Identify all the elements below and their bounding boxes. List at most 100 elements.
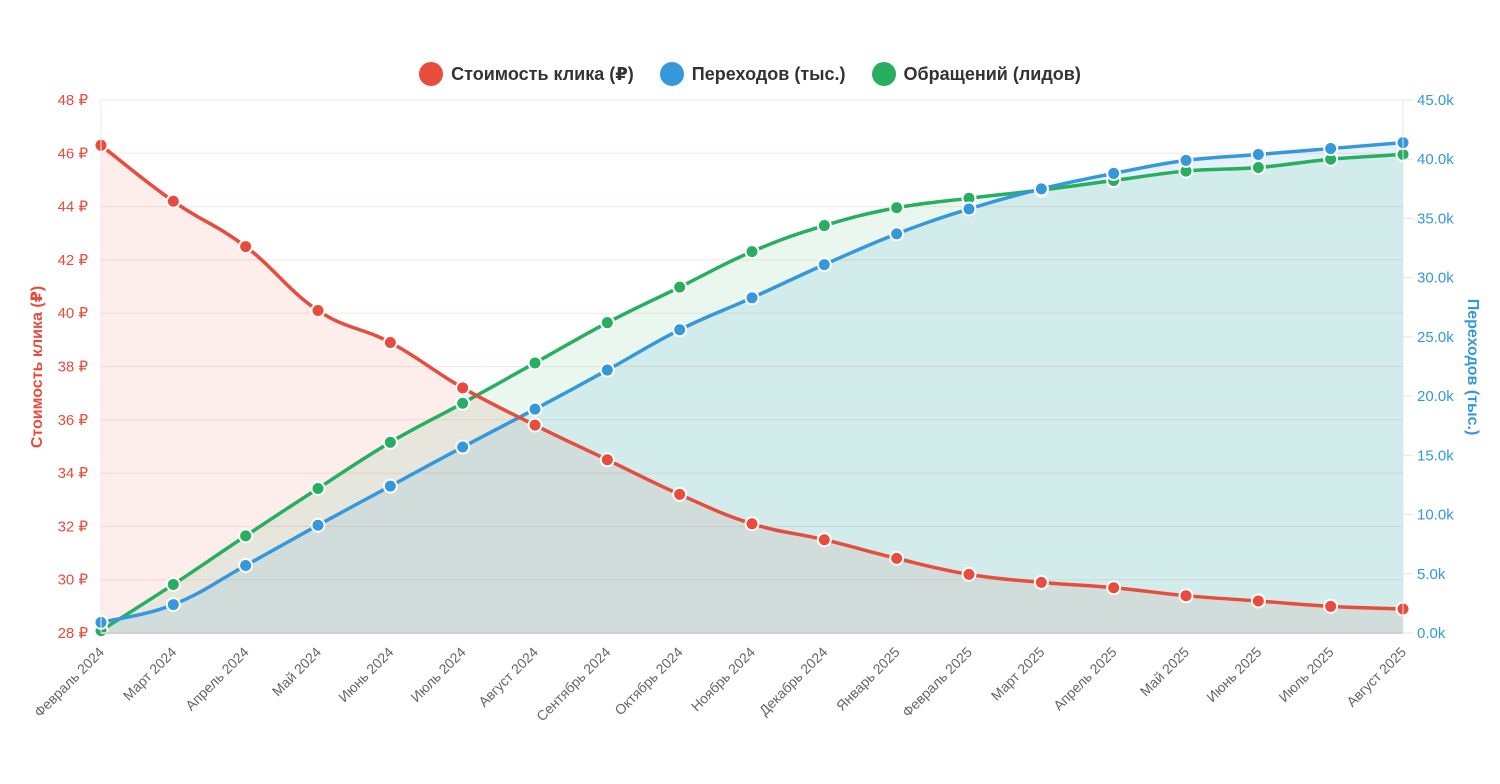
right-tick-label: 5.0k <box>1417 566 1446 583</box>
x-tick-label: Июнь 2024 <box>335 644 396 705</box>
data-point <box>744 244 760 260</box>
data-point <box>527 401 543 417</box>
right-tick-label: 25.0k <box>1417 329 1454 346</box>
x-tick-label: Август 2025 <box>1343 644 1409 710</box>
left-tick-label: 46 ₽ <box>58 145 89 162</box>
left-tick-label: 36 ₽ <box>58 412 89 429</box>
right-tick-label: 30.0k <box>1417 270 1454 287</box>
right-tick-label: 10.0k <box>1417 507 1454 524</box>
right-tick-label: 15.0k <box>1417 447 1454 464</box>
left-tick-label: 28 ₽ <box>58 625 89 642</box>
data-point <box>382 478 398 494</box>
legend-label: Обращений (лидов) <box>903 63 1081 84</box>
data-point <box>1250 160 1266 176</box>
x-tick-label: Апрель 2025 <box>1050 644 1120 714</box>
data-point <box>1178 152 1194 168</box>
chart-legend: Стоимость клика (₽) Переходов (тыс.) Обращ… <box>0 62 1500 86</box>
x-tick-label: Октябрь 2024 <box>611 644 686 719</box>
data-point <box>310 517 326 533</box>
data-point <box>310 303 326 319</box>
legend-item[interactable]: Переходов (тыс.) <box>659 62 846 86</box>
data-point <box>599 452 615 468</box>
series-fills <box>101 142 1403 634</box>
right-tick-label: 45.0k <box>1417 92 1454 109</box>
left-tick-label: 42 ₽ <box>58 252 89 269</box>
x-tick-label: Март 2025 <box>988 644 1048 704</box>
data-point <box>744 290 760 306</box>
data-point <box>238 557 254 573</box>
right-tick-label: 40.0k <box>1417 151 1454 168</box>
legend-label: Переходов (тыс.) <box>691 63 846 84</box>
legend-circle-icon <box>871 62 896 86</box>
x-tick-label: Июль 2025 <box>1275 644 1336 705</box>
data-point <box>1033 574 1049 590</box>
data-point <box>455 439 471 455</box>
x-tick-label: Ноябрь 2024 <box>688 644 759 715</box>
data-point <box>599 315 615 331</box>
data-point <box>1323 598 1339 614</box>
data-point <box>165 193 181 209</box>
series-points <box>93 135 1411 639</box>
data-point <box>599 362 615 378</box>
data-point <box>238 239 254 255</box>
series-fill-1 <box>101 142 1403 633</box>
left-tick-label: 48 ₽ <box>58 92 89 109</box>
data-point <box>816 218 832 234</box>
x-tick-label: Январь 2025 <box>833 644 903 714</box>
left-tick-label: 40 ₽ <box>58 305 89 322</box>
data-point <box>1033 181 1049 197</box>
data-point <box>455 380 471 396</box>
data-point <box>672 279 688 295</box>
right-tick-label: 20.0k <box>1417 388 1454 405</box>
data-point <box>1250 593 1266 609</box>
x-tick-label: Июнь 2025 <box>1203 644 1264 705</box>
data-point <box>1323 141 1339 157</box>
x-tick-label: Май 2024 <box>269 644 325 700</box>
x-tick-label: Июль 2024 <box>407 644 468 705</box>
right-axis-title: Переходов (тыс.) <box>1464 299 1481 436</box>
data-point <box>1178 588 1194 604</box>
right-tick-label: 35.0k <box>1417 210 1454 227</box>
left-tick-label: 32 ₽ <box>58 518 89 535</box>
data-point <box>165 576 181 592</box>
data-point <box>889 200 905 216</box>
left-tick-label: 30 ₽ <box>58 572 89 589</box>
data-point <box>382 434 398 450</box>
series-fill-0 <box>101 145 1403 633</box>
x-tick-label: Февраль 2024 <box>31 644 107 720</box>
data-point <box>527 355 543 371</box>
data-point <box>527 417 543 433</box>
x-tick-label: Май 2025 <box>1137 644 1193 700</box>
data-point <box>816 532 832 548</box>
data-point <box>889 226 905 242</box>
data-point <box>889 550 905 566</box>
left-axis-title: Стоимость клика (₽) <box>29 286 46 448</box>
data-point <box>1106 165 1122 181</box>
x-tick-label: Февраль 2025 <box>899 644 975 720</box>
legend-circle-icon <box>659 62 684 86</box>
data-point <box>961 566 977 582</box>
data-point <box>165 597 181 613</box>
data-point <box>672 322 688 338</box>
series-fill-2 <box>101 154 1403 634</box>
legend-circle-icon <box>419 62 444 86</box>
left-tick-label: 34 ₽ <box>58 465 89 482</box>
data-point <box>1106 580 1122 596</box>
left-tick-label: 38 ₽ <box>58 359 89 376</box>
x-tick-label: Сентябрь 2024 <box>533 644 614 725</box>
data-point <box>238 528 254 544</box>
legend-item[interactable]: Обращений (лидов) <box>871 62 1081 86</box>
data-point <box>382 335 398 351</box>
x-tick-label: Декабрь 2024 <box>756 644 831 719</box>
x-tick-label: Март 2024 <box>120 644 180 704</box>
data-point <box>744 516 760 532</box>
x-tick-label: Август 2024 <box>475 644 541 710</box>
right-tick-label: 0.0k <box>1417 625 1446 642</box>
legend-label: Стоимость клика (₽) <box>451 63 634 84</box>
data-point <box>672 486 688 502</box>
data-point <box>455 395 471 411</box>
x-tick-label: Апрель 2024 <box>182 644 252 714</box>
legend-item[interactable]: Стоимость клика (₽) <box>419 62 634 86</box>
left-tick-label: 44 ₽ <box>58 199 89 216</box>
